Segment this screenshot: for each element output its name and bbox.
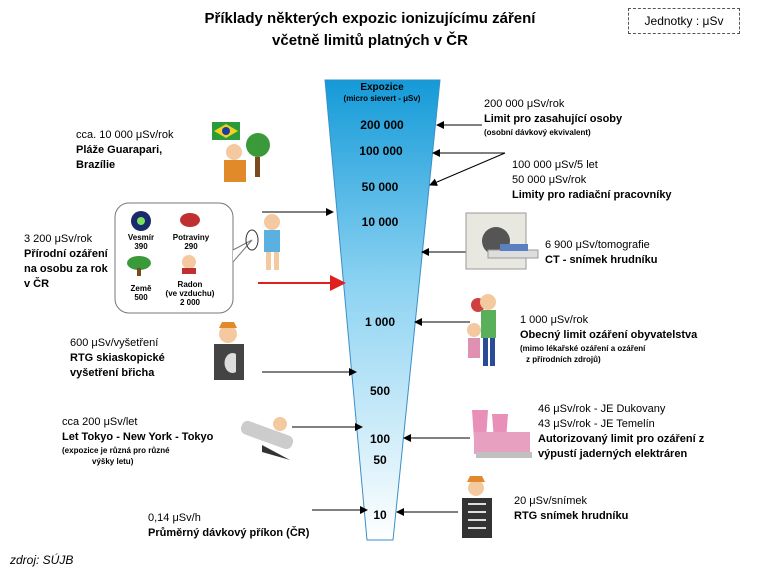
label-xray: 600 μSv/vyšetření RTG skiaskopické vyšet… [70, 336, 165, 381]
chest-line1: RTG snímek hrudníku [514, 510, 629, 522]
guarapari-line1: Pláže Guarapari, [76, 144, 163, 156]
exposure-funnel [324, 79, 441, 541]
natural-item-radon: Radon (ve vzduchu) 2 000 [164, 280, 216, 307]
workers-value2: 50 000 μSv/rok [512, 174, 587, 186]
limit200k-value: 200 000 μSv/rok [484, 98, 565, 110]
natural-item-food: Potraviny 290 [168, 233, 214, 251]
earth-tree-icon [127, 256, 151, 276]
natural-line2: na osobu za rok [24, 263, 108, 275]
arrow-limit-50k [429, 152, 506, 186]
natural-line1: Přírodní ozáření [24, 248, 108, 260]
natural-item-value: 390 [134, 242, 148, 251]
label-ct: 6 900 μSv/tomografie CT - snímek hrudník… [545, 238, 657, 268]
label-limit-workers: 100 000 μSv/5 let 50 000 μSv/rok Limity … [512, 158, 672, 203]
scale-value: 10 000 [361, 215, 399, 229]
background-line1: Průměrný dávkový příkon (ČR) [148, 527, 310, 539]
natural-item-name: Vesmír [127, 233, 155, 242]
chest-xray-illustration [462, 476, 492, 538]
xray-line2: vyšetření břicha [70, 367, 155, 379]
label-flight: cca 200 μSv/let Let Tokyo - New York - T… [62, 415, 213, 467]
guarapari-line2: Brazílie [76, 159, 116, 171]
xray-value: 600 μSv/vyšetření [70, 337, 159, 349]
public-note2: z přírodních zdrojů) [526, 355, 601, 364]
flight-line1: Let Tokyo - New York - Tokyo [62, 431, 214, 443]
flight-value: cca 200 μSv/let [62, 416, 138, 428]
natural-item-value: 2 000 [179, 298, 201, 307]
natural-item-name: Země [130, 284, 152, 293]
natural-value: 3 200 μSv/rok [24, 233, 93, 245]
npp-value1: 46 μSv/rok - JE Dukovany [538, 403, 666, 415]
public-note1: (mimo lékařské ozáření a ozáření [520, 344, 646, 353]
chest-value: 20 μSv/snímek [514, 495, 587, 507]
title-line-1: Příklady některých expozic ionizujícímu … [204, 10, 536, 27]
beach-woman-illustration [212, 122, 270, 182]
natural-item-name: Radon [177, 280, 203, 289]
limit200k-line1: Limit pro zasahující osoby [484, 113, 623, 125]
natural-line3: v ČR [24, 278, 50, 290]
natural-item-value: 500 [134, 293, 148, 302]
public-line1: Obecný limit ozáření obyvatelstva [520, 329, 698, 341]
label-limit-200k: 200 000 μSv/rok Limit pro zasahující oso… [484, 97, 622, 138]
natural-item-name: Potraviny [172, 233, 210, 242]
scale-value: 10 [373, 508, 387, 522]
ct-line1: CT - snímek hrudníku [545, 254, 658, 266]
flight-note1: (expozice je různá pro různé [62, 446, 170, 455]
label-background: 0,14 μSv/h Průměrný dávkový příkon (ČR) [148, 511, 309, 541]
label-guarapari: cca. 10 000 μSv/rok Pláže Guarapari, Bra… [76, 128, 173, 173]
scale-value: 1 000 [364, 315, 396, 329]
airplane-illustration [240, 417, 294, 460]
family-illustration [467, 294, 496, 366]
label-chest: 20 μSv/snímek RTG snímek hrudníku [514, 494, 628, 524]
limit200k-note: (osobní dávkový ekvivalent) [484, 128, 591, 137]
xray-patient-illustration [214, 322, 244, 380]
workers-value1: 100 000 μSv/5 let [512, 159, 598, 171]
label-npp: 46 μSv/rok - JE Dukovany 43 μSv/rok - JE… [538, 402, 704, 462]
scale-header: Expozice (micro sievert - μSv) [342, 82, 422, 104]
power-plant-illustration [472, 410, 532, 458]
scale-value: 50 000 [361, 180, 399, 194]
ct-value: 6 900 μSv/tomografie [545, 239, 650, 251]
source-label: zdroj: SÚJB [10, 553, 74, 567]
title-line-2: včetně limitů platných v ČR [272, 32, 468, 49]
npp-line1: Autorizovaný limit pro ozáření z [538, 433, 705, 445]
label-natural: 3 200 μSv/rok Přírodní ozáření na osobu … [24, 232, 108, 292]
scale-value: 100 000 [359, 144, 403, 158]
natural-item-space: Vesmír 390 [121, 233, 161, 251]
label-public: 1 000 μSv/rok Obecný limit ozáření obyva… [520, 313, 697, 365]
ct-scanner-illustration [465, 212, 539, 270]
scale-value: 50 [373, 453, 387, 467]
npp-value2: 43 μSv/rok - JE Temelín [538, 418, 655, 430]
public-value: 1 000 μSv/rok [520, 314, 589, 326]
flight-note2: výšky letu) [92, 457, 134, 466]
tennis-girl-illustration [245, 214, 280, 270]
scale-value: 200 000 [360, 118, 404, 132]
chart-title: Příklady některých expozic ionizujícímu … [150, 8, 590, 52]
scale-header-title: Expozice [360, 82, 404, 93]
radon-icon [182, 255, 196, 274]
scale-header-unit: (micro sievert - μSv) [343, 94, 421, 103]
workers-line1: Limity pro radiační pracovníky [512, 189, 672, 201]
food-icon [180, 213, 200, 227]
npp-line2: výpustí jaderných elektráren [538, 448, 688, 460]
natural-item-value: 290 [184, 242, 198, 251]
background-value: 0,14 μSv/h [148, 512, 201, 524]
natural-item-sub: (ve vzduchu) [165, 289, 215, 298]
scale-value: 100 [369, 432, 391, 446]
guarapari-value: cca. 10 000 μSv/rok [76, 129, 174, 141]
units-box: Jednotky : μSv [628, 8, 740, 34]
natural-item-earth: Země 500 [121, 284, 161, 302]
xray-line1: RTG skiaskopické [70, 352, 165, 364]
space-icon [131, 211, 151, 231]
scale-value: 500 [369, 384, 391, 398]
